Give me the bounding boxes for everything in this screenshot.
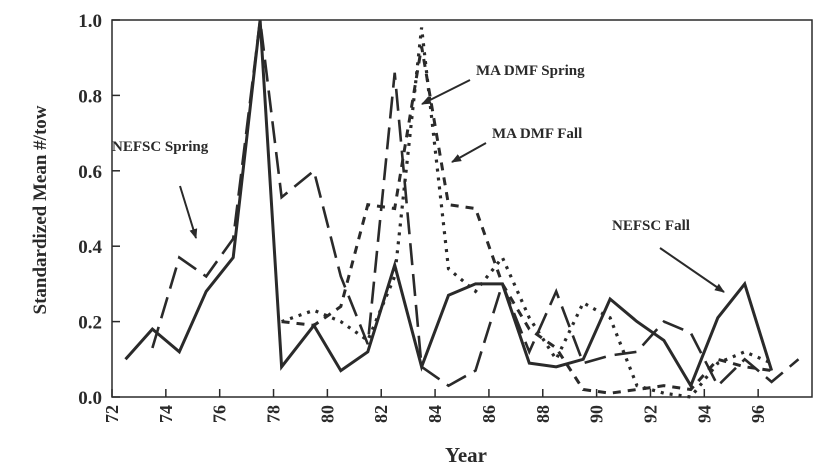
x-tick-label: 82 <box>371 405 391 423</box>
annotation-ma-dmf-fall: MA DMF Fall <box>492 126 582 142</box>
y-axis-title: Standardized Mean #/tow <box>30 105 51 314</box>
arrow-nefsc-fall <box>659 247 725 293</box>
x-tick-label: 84 <box>425 405 445 423</box>
x-tick-label: 76 <box>210 405 230 423</box>
x-tick-label: 90 <box>587 405 607 423</box>
x-tick-label: 74 <box>156 405 176 423</box>
y-tick-label: 0.8 <box>78 86 102 107</box>
x-tick-label: 78 <box>264 405 284 423</box>
arrow-ma-dmf-fall <box>451 142 487 163</box>
series-line-nefsc-spring <box>124 19 774 390</box>
series-line-nefsc-fall <box>151 19 800 388</box>
arrow-ma-dmf-spring <box>421 79 471 105</box>
y-tick-label: 0.2 <box>78 313 102 334</box>
x-tick-label: 92 <box>640 405 660 423</box>
x-tick-label: 80 <box>317 405 337 423</box>
y-axis: 0.0 0.2 0.4 0.6 0.8 1.0 <box>78 11 120 409</box>
x-tick-label: 96 <box>748 405 768 423</box>
plot-border <box>111 19 813 398</box>
x-tick-label: 94 <box>694 405 714 423</box>
arrow-nefsc-spring <box>179 185 198 239</box>
y-tick-label: 0.0 <box>78 388 102 409</box>
annotation-ma-dmf-spring: MA DMF Spring <box>476 63 585 79</box>
annotation-nefsc-spring: NEFSC Spring <box>112 139 209 155</box>
x-tick-label: 86 <box>479 405 499 423</box>
x-tick-label: 72 <box>102 405 122 423</box>
annotation-arrows <box>179 79 725 293</box>
annotation-nefsc-fall: NEFSC Fall <box>612 218 690 234</box>
y-tick-label: 0.4 <box>78 237 102 258</box>
plot-area <box>111 19 813 398</box>
series-layer <box>124 19 800 399</box>
x-tick-label: 88 <box>533 405 553 423</box>
x-axis-title: Year <box>445 443 487 467</box>
series-line-ma-dmf-spring <box>281 27 773 399</box>
y-tick-label: 0.6 <box>78 162 102 183</box>
series-line-ma-dmf-fall <box>281 46 772 395</box>
x-axis: 72 74 76 78 80 82 84 86 88 90 92 94 96 <box>102 389 768 423</box>
y-tick-label: 1.0 <box>78 11 102 32</box>
